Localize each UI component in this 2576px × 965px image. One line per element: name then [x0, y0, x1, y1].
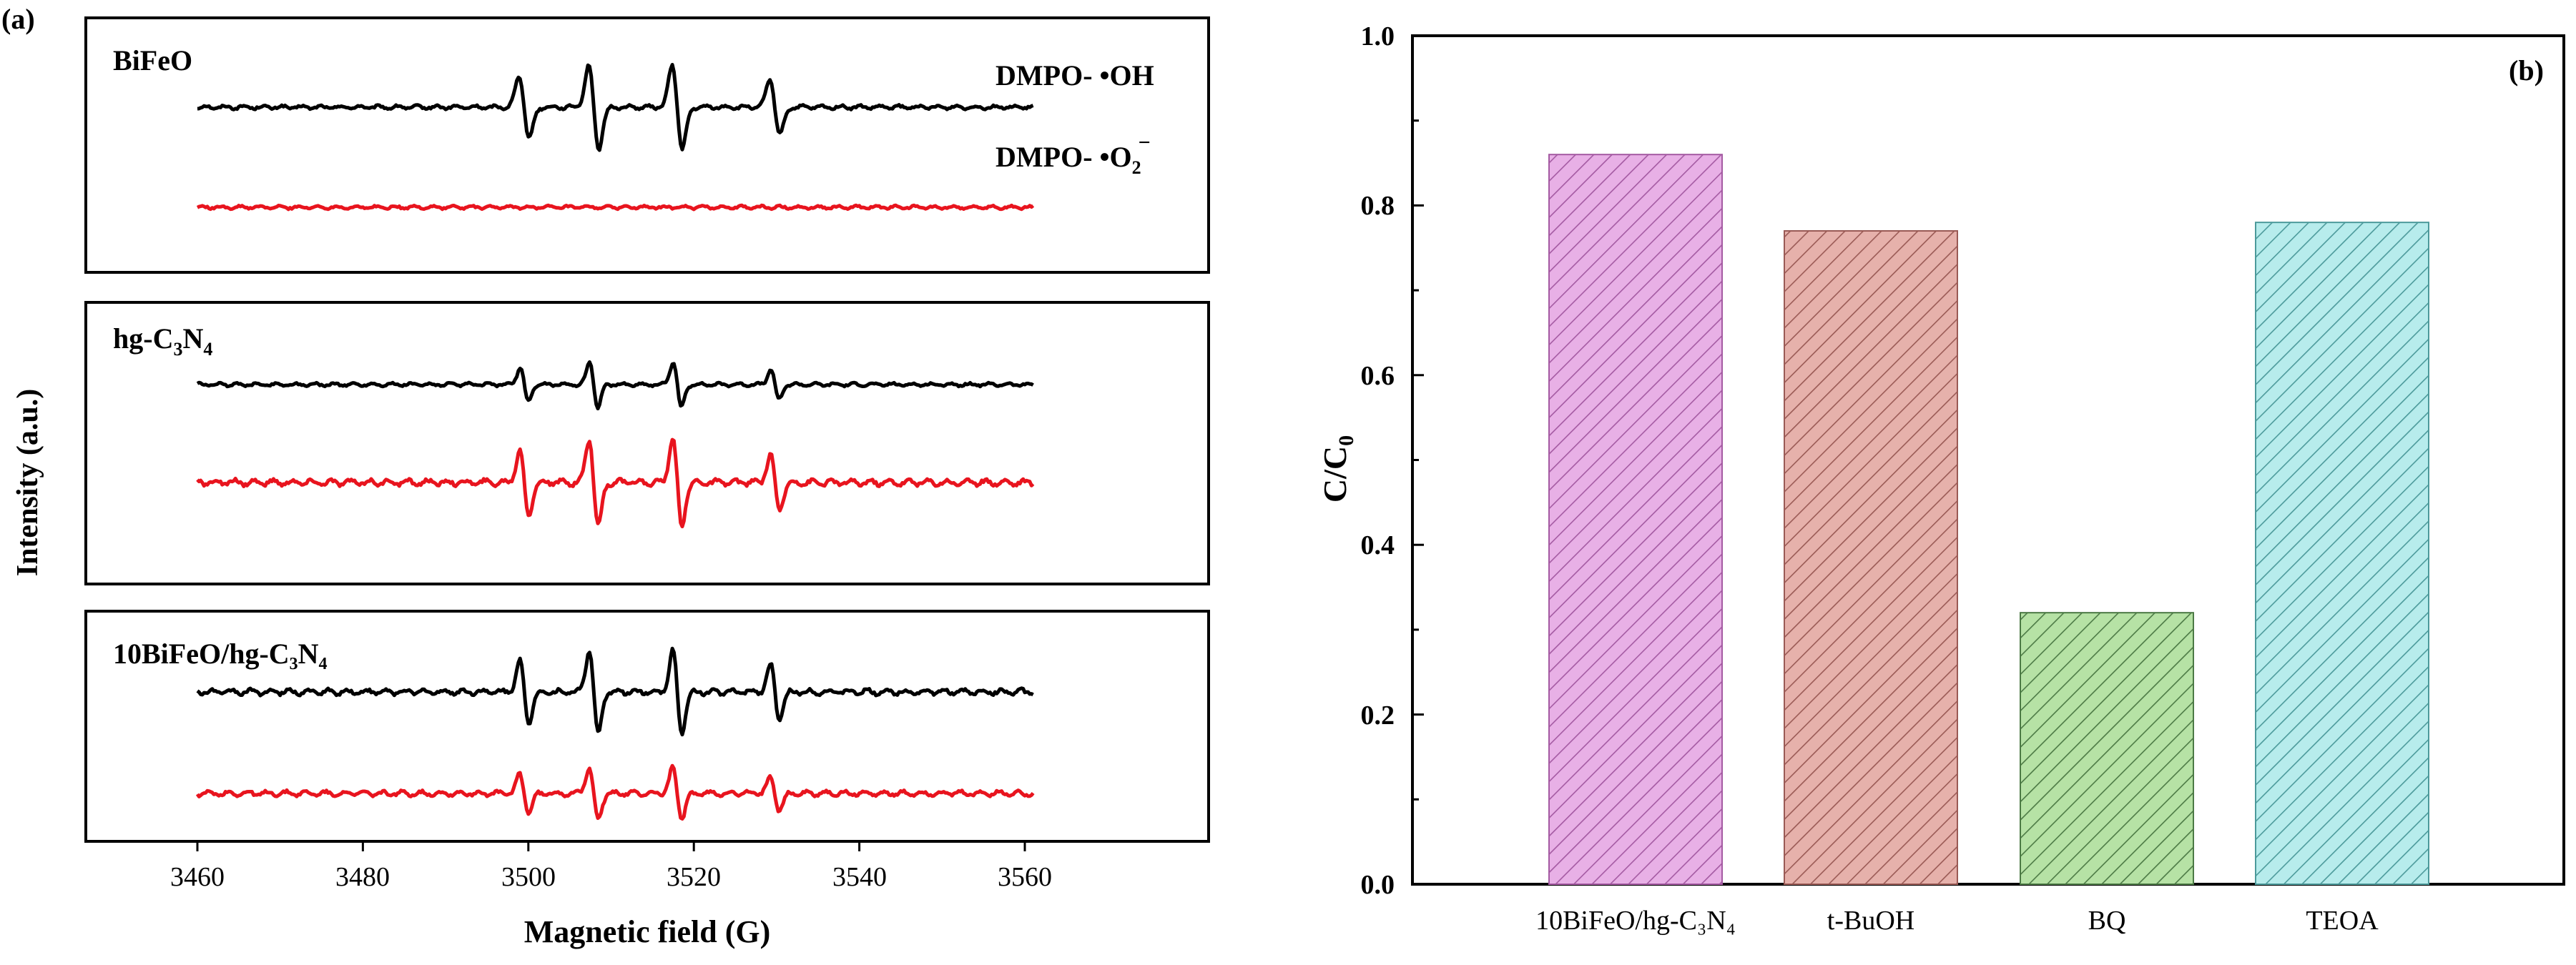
epr-panel-box-bifeo — [84, 16, 1210, 274]
bar-t-buoh — [1784, 230, 1958, 885]
spectrum-composite-dmpo-oh — [196, 646, 1034, 737]
bar-category-label: BQ — [2088, 906, 2126, 936]
panel-b-label: (b) — [2509, 54, 2544, 86]
bar-y-axis: 0.0 0.2 0.4 0.6 0.8 1.0 — [1361, 21, 1424, 900]
bar-teoa — [2255, 222, 2429, 885]
panel-label-hgc3n4: hg-C3N4 — [113, 322, 212, 360]
spectrum-composite-dmpo-o2 — [195, 763, 1035, 821]
bar-10bifeo-hgc3n4 — [1548, 154, 1723, 885]
bar-y-tick-label: 1.0 — [1361, 21, 1395, 51]
panel-a-label: (a) — [1, 3, 35, 35]
epr-x-tick-label: 3540 — [832, 862, 887, 892]
legend-dmpo-oh: DMPO- •OH — [996, 59, 1154, 91]
epr-x-axis-label: Magnetic field (G) — [524, 914, 771, 949]
bar-category-label: TEOA — [2306, 906, 2379, 936]
panel-a: (a) Intensity (a.u.) BiFeO hg-C3N4 10BiF… — [1, 3, 1210, 949]
bar-y-tick-label: 0.8 — [1361, 191, 1395, 221]
epr-x-tick-label: 3480 — [335, 862, 390, 892]
spectrum-hgc3n4-dmpo-oh — [196, 360, 1034, 411]
panel-label-composite: 10BiFeO/hg-C₃N₄ — [113, 638, 328, 670]
spectrum-bifeo-dmpo-oh — [197, 63, 1034, 152]
epr-x-tick-label: 3460 — [170, 862, 225, 892]
epr-y-axis-label: Intensity (a.u.) — [11, 389, 44, 577]
bar-y-tick-label: 0.2 — [1361, 701, 1395, 731]
bar-category-label: 10BiFeO/hg-C₃N₄ — [1535, 906, 1736, 936]
bar-y-axis-label: C/C0 — [1317, 435, 1358, 503]
bar-y-tick-label: 0.4 — [1361, 530, 1395, 560]
bar-bq — [2020, 612, 2194, 885]
epr-x-axis: 3460 3480 3500 3520 3540 3560 — [170, 841, 1052, 892]
panel-label-bifeo: BiFeO — [113, 44, 192, 76]
epr-panel-box-composite — [84, 610, 1210, 843]
epr-x-tick-label: 3500 — [501, 862, 556, 892]
panel-b: (b) 0.0 0.2 0.4 0.6 0.8 1.0 C/C0 10BiFeO… — [1317, 21, 2565, 936]
spectrum-hgc3n4-dmpo-o2 — [196, 437, 1035, 529]
bar-y-tick-label: 0.6 — [1361, 361, 1395, 391]
bar-y-tick-label: 0.0 — [1361, 870, 1395, 900]
epr-x-tick-label: 3560 — [998, 862, 1052, 892]
epr-x-tick-label: 3520 — [667, 862, 721, 892]
bar-category-label: t-BuOH — [1827, 906, 1914, 936]
legend-dmpo-o2: DMPO- •O2− — [996, 131, 1151, 178]
spectrum-bifeo-dmpo-o2 — [196, 203, 1035, 212]
epr-panel-box-hgc3n4 — [84, 301, 1210, 585]
